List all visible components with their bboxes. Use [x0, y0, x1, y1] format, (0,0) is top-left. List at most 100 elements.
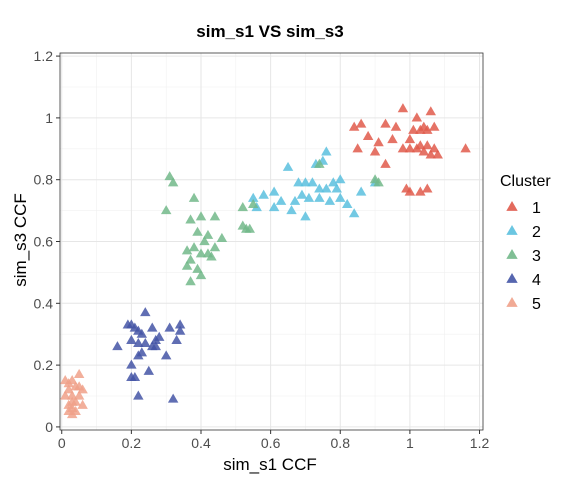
legend: Cluster 1 2 3 4 5	[500, 173, 551, 313]
data-point	[247, 198, 259, 208]
series-4	[112, 307, 186, 403]
data-point	[140, 307, 151, 317]
x-axis-title: sim_s1 CCF	[223, 455, 317, 474]
data-point	[286, 205, 297, 215]
data-point	[348, 208, 360, 218]
data-point	[380, 118, 391, 128]
legend-label-3: 3	[532, 248, 541, 265]
data-point	[314, 158, 325, 168]
data-point	[341, 198, 353, 208]
data-point	[73, 368, 85, 378]
data-point	[429, 121, 440, 131]
x-tick-label: 0	[58, 435, 66, 451]
data-point	[171, 334, 182, 344]
data-point	[415, 186, 426, 196]
data-point	[167, 393, 179, 403]
data-point	[195, 248, 207, 258]
series-3	[160, 158, 384, 286]
data-point	[369, 146, 381, 156]
data-point	[380, 158, 391, 168]
data-point	[348, 121, 360, 131]
data-point	[164, 322, 175, 332]
data-point	[66, 390, 78, 400]
data-point	[324, 195, 336, 205]
data-point	[321, 146, 332, 156]
data-point	[66, 409, 78, 419]
data-point	[209, 242, 221, 252]
y-tick-label: 0	[45, 419, 53, 435]
data-point	[160, 350, 172, 360]
data-point	[404, 143, 416, 153]
legend-items: 1 2 3 4 5	[506, 200, 541, 313]
y-tick-label: 0.6	[34, 234, 54, 250]
data-point	[335, 192, 346, 202]
data-point	[199, 236, 210, 246]
data-point	[188, 192, 200, 202]
data-point	[150, 341, 161, 351]
data-point	[216, 232, 228, 242]
legend-key-3	[506, 249, 518, 259]
data-point	[147, 322, 158, 332]
data-point	[181, 245, 193, 255]
data-point	[300, 177, 311, 187]
data-point	[174, 319, 186, 329]
data-point	[206, 251, 217, 261]
data-point	[293, 177, 304, 187]
data-points	[59, 103, 471, 419]
data-point	[237, 202, 249, 212]
chart-title: sim_s1 VS sim_s3	[196, 22, 343, 41]
data-point	[195, 211, 207, 221]
data-point	[143, 365, 155, 375]
data-point	[362, 130, 374, 141]
data-point	[66, 375, 78, 385]
data-point	[195, 269, 207, 280]
data-point	[185, 254, 196, 264]
data-point	[202, 229, 214, 239]
data-point	[387, 134, 398, 144]
series-1	[348, 103, 471, 196]
data-point	[328, 177, 339, 187]
legend-key-1	[506, 201, 518, 211]
data-point	[181, 260, 193, 270]
data-point	[122, 319, 134, 329]
series-2	[247, 146, 381, 221]
y-tick-label: 1.2	[34, 48, 54, 64]
data-point	[314, 192, 325, 202]
data-point	[300, 211, 311, 221]
data-point	[411, 143, 423, 153]
data-point	[373, 137, 384, 147]
data-point	[73, 390, 85, 400]
y-tick-label: 0.2	[34, 357, 54, 373]
x-tick-label: 0.4	[191, 435, 211, 451]
legend-key-4	[506, 273, 518, 283]
data-point	[411, 112, 423, 122]
legend-label-2: 2	[532, 224, 541, 241]
data-point	[133, 337, 144, 348]
data-point	[244, 223, 255, 233]
legend-label-5: 5	[532, 296, 541, 313]
data-point	[390, 121, 402, 131]
data-point	[188, 242, 200, 252]
data-point	[355, 186, 367, 196]
data-point	[174, 325, 186, 335]
data-point	[268, 186, 280, 196]
data-point	[129, 371, 141, 382]
data-point	[404, 134, 416, 144]
data-point	[418, 146, 430, 156]
data-point	[289, 195, 301, 205]
data-point	[415, 124, 426, 134]
data-point	[282, 161, 294, 171]
data-point	[136, 347, 148, 357]
x-tick-label: 1.2	[470, 435, 490, 451]
y-axis-ticks: 0 0.2 0.4 0.6 0.8 1 1.2	[34, 48, 60, 435]
data-point	[397, 143, 409, 153]
data-point	[160, 205, 172, 215]
y-axis-title: sim_s3 CCF	[11, 193, 30, 287]
data-point	[296, 189, 308, 199]
data-point	[425, 106, 437, 116]
data-point	[126, 359, 137, 369]
data-point	[258, 189, 269, 199]
grid	[60, 53, 483, 430]
series-5	[59, 368, 88, 419]
data-point	[314, 183, 325, 193]
